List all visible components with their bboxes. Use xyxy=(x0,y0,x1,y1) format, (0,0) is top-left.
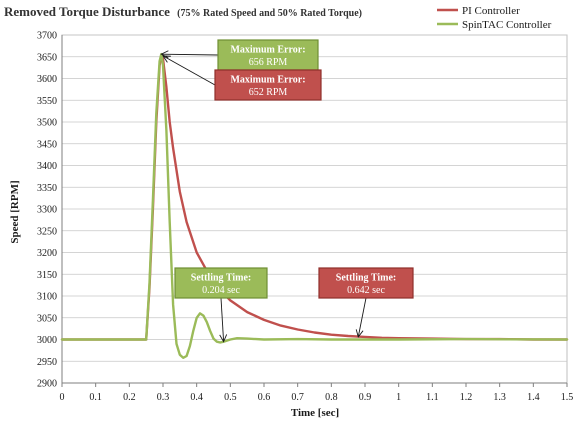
y-tick-label-2900: 2900 xyxy=(37,379,57,390)
x-tick-label-1.3: 1.3 xyxy=(493,392,506,403)
x-tick-label-0.2: 0.2 xyxy=(123,392,136,403)
x-tick-label-0.5: 0.5 xyxy=(224,392,237,403)
y-tick-label-3650: 3650 xyxy=(37,52,57,63)
y-tick-label-3200: 3200 xyxy=(37,248,57,259)
y-tick-label-3500: 3500 xyxy=(37,118,57,129)
annotation-label-0: Maximum Error: xyxy=(230,45,305,56)
x-tick-label-0.6: 0.6 xyxy=(258,392,271,403)
y-tick-label-3600: 3600 xyxy=(37,74,57,85)
annotation-value-2: 0.204 sec xyxy=(202,285,240,296)
axes: 2900 2950 3000 3050 3100 3150 3200 3250 3300 3350… xyxy=(37,31,573,404)
x-tick-label-1.2: 1.2 xyxy=(460,392,473,403)
annotation-label-3: Settling Time: xyxy=(336,273,396,284)
x-tick-label-0.7: 0.7 xyxy=(291,392,304,403)
annotation-label-2: Settling Time: xyxy=(191,273,251,284)
annotation-arrowhead-1 xyxy=(162,55,171,63)
y-tick-label-3450: 3450 xyxy=(37,139,57,150)
annotation-arrowhead-3 xyxy=(355,329,364,338)
annotation-box-0 xyxy=(217,39,319,71)
annotation-arrow-2 xyxy=(220,297,225,342)
y-tick-label-3350: 3350 xyxy=(37,183,57,194)
annotation-box-3 xyxy=(318,267,414,299)
x-tick-label-1: 1 xyxy=(396,392,401,403)
x-tick-label-1.1: 1.1 xyxy=(426,392,439,403)
annotation-arrow-0 xyxy=(161,53,219,56)
gridlines xyxy=(61,34,568,384)
y-tick-label-3100: 3100 xyxy=(37,292,57,303)
chart-title-main: Removed Torque Disturbance xyxy=(4,4,170,19)
annotation-value-0: 656 RPM xyxy=(249,57,288,68)
y-tick-label-3250: 3250 xyxy=(37,226,57,237)
y-tick-label-2950: 2950 xyxy=(37,357,57,368)
y-tick-label-3300: 3300 xyxy=(37,205,57,216)
annotation-value-1: 652 RPM xyxy=(249,87,288,98)
legend: PI Controller SpinTAC Controller xyxy=(437,5,552,31)
x-tick-label-0.9: 0.9 xyxy=(359,392,372,403)
x-tick-label-0.1: 0.1 xyxy=(89,392,102,403)
legend-entry-0: PI Controller xyxy=(462,5,520,17)
annotation-arrowhead-0 xyxy=(160,50,169,59)
y-axis-label: Speed [RPM] xyxy=(9,180,21,243)
x-tick-label-0: 0 xyxy=(60,392,65,403)
annotation-box-1 xyxy=(214,69,322,101)
chart-subtitle: (75% Rated Speed and 50% Rated Torque) xyxy=(177,8,362,19)
x-tick-label-0.3: 0.3 xyxy=(157,392,170,403)
y-tick-label-3050: 3050 xyxy=(37,313,57,324)
y-tick-label-3550: 3550 xyxy=(37,96,57,107)
chart-title: Removed Torque Disturbance (75% Rated Sp… xyxy=(4,4,362,19)
annotation-arrow-3 xyxy=(357,297,367,337)
x-tick-label-1.4: 1.4 xyxy=(527,392,540,403)
x-tick-label-0.8: 0.8 xyxy=(325,392,338,403)
annotation-arrowhead-2 xyxy=(219,334,228,343)
y-tick-label-3400: 3400 xyxy=(37,161,57,172)
legend-entry-1: SpinTAC Controller xyxy=(462,19,552,31)
y-tick-label-3000: 3000 xyxy=(37,335,57,346)
y-tick-label-3700: 3700 xyxy=(37,31,57,42)
series-line-spintac-controller xyxy=(60,52,569,359)
y-tick-label-3150: 3150 xyxy=(37,270,57,281)
x-axis-label: Time [sec] xyxy=(291,407,339,419)
x-tick-label-1.5: 1.5 xyxy=(561,392,574,403)
annotation-box-2 xyxy=(174,267,268,299)
annotation-value-3: 0.642 sec xyxy=(347,285,385,296)
annotation-label-1: Maximum Error: xyxy=(230,75,305,86)
x-tick-label-0.4: 0.4 xyxy=(190,392,203,403)
annotation-arrow-1 xyxy=(162,55,216,86)
